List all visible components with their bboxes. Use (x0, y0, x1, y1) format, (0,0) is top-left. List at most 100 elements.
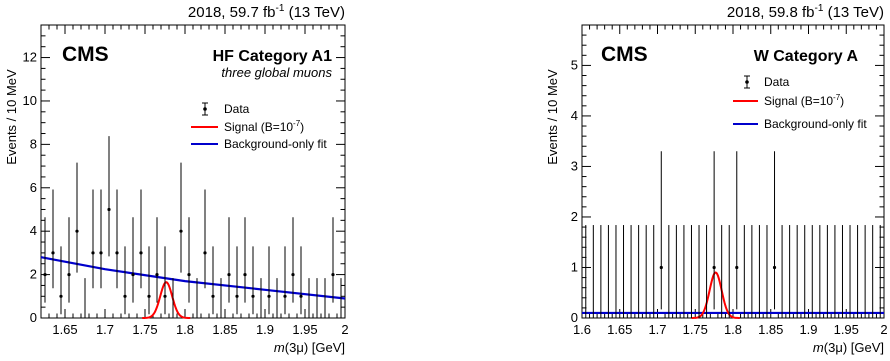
x-tick-label: 1.6 (573, 322, 591, 337)
data-marker (155, 272, 159, 277)
x-axis-label: m(3μ) [GeV] (274, 340, 345, 355)
data-marker (251, 294, 255, 298)
data-marker (147, 294, 151, 298)
x-tick-label: 1.95 (834, 322, 859, 337)
category-subtitle: three global muons (221, 65, 332, 80)
data-marker (59, 294, 63, 298)
data-point (331, 217, 335, 303)
data-marker (139, 251, 143, 255)
data-marker (235, 294, 239, 298)
x-tick-label: 1.9 (799, 322, 817, 337)
signal-curve (142, 281, 191, 319)
data-point (43, 217, 47, 303)
data-point (179, 162, 183, 273)
x-tick-label: 2 (880, 322, 887, 337)
x-axis-label: m(3μ) [GeV] (813, 340, 884, 355)
data-marker (163, 294, 167, 298)
data-point (235, 246, 239, 315)
data-marker (331, 272, 335, 277)
y-tick-label: 4 (30, 223, 37, 238)
axis-ticks (40, 24, 346, 319)
y-axis-label: Events / 10 MeV (4, 69, 19, 165)
data-marker (43, 272, 47, 277)
legend: Data Signal (B=10-7) Background-only fit (733, 75, 867, 131)
data-marker (227, 272, 231, 277)
data-marker (51, 251, 55, 255)
cms-label: CMS (62, 43, 109, 66)
y-tick-label: 2 (30, 267, 37, 282)
data-marker (291, 272, 295, 277)
data-point (735, 151, 739, 310)
data-point (227, 217, 231, 303)
legend-signal-label: Signal (B=10-7) (224, 119, 304, 134)
data-point (147, 246, 151, 315)
data-point (51, 189, 55, 289)
x-tick-label: 1.75 (132, 322, 157, 337)
tick-labels: 1.6 1.65 1.7 1.75 1.8 1.85 1.9 1.95 2 0 1 2 3 4 5 (571, 57, 888, 337)
legend-data-marker (202, 102, 208, 116)
y-tick-label: 4 (571, 108, 578, 123)
data-marker (107, 207, 111, 212)
data-point (283, 246, 287, 315)
y-tick-label: 10 (23, 93, 37, 108)
data-marker (203, 251, 207, 255)
data-point (91, 189, 95, 289)
data-marker (187, 272, 191, 277)
x-tick-label: 1.8 (176, 322, 194, 337)
data-point (163, 246, 167, 315)
data-marker (267, 294, 271, 298)
data-marker (283, 294, 287, 298)
data-point (75, 162, 79, 273)
data-marker (299, 294, 303, 298)
legend-data-marker (744, 75, 750, 89)
data-point (107, 136, 111, 257)
y-tick-label: 2 (571, 209, 578, 224)
curves (582, 271, 884, 319)
y-tick-label: 12 (23, 50, 37, 65)
y-tick-label: 3 (571, 158, 578, 173)
x-tick-label: 1.95 (292, 322, 317, 337)
x-tick-label: 1.7 (96, 322, 114, 337)
tick-labels: 1.65 1.7 1.75 1.8 1.85 1.9 1.95 2 0 2 4 6 8 10 12 (23, 50, 349, 337)
data-marker (659, 265, 663, 270)
axis-ticks (581, 24, 885, 319)
data-point (267, 246, 271, 315)
category-label: W Category A (754, 48, 859, 65)
data-marker (179, 229, 183, 233)
background-fit-curve (40, 256, 346, 300)
data-marker (712, 265, 716, 270)
y-tick-label: 1 (571, 259, 578, 274)
lumi-label: 2018, 59.8 fb-1 (13 TeV) (727, 3, 884, 21)
legend-background-label: Background-only fit (224, 137, 327, 151)
data-point (99, 189, 103, 289)
y-tick-label: 8 (30, 136, 37, 151)
data-point (123, 246, 127, 315)
lumi-label: 2018, 59.7 fb-1 (13 TeV) (188, 3, 345, 21)
data-point (243, 217, 247, 303)
legend-data-label: Data (224, 102, 250, 116)
data-marker (735, 265, 739, 270)
y-tick-label: 6 (30, 180, 37, 195)
data-points (43, 136, 342, 318)
legend-signal-label: Signal (B=10-7) (764, 93, 844, 108)
data-point (139, 189, 143, 289)
data-marker (99, 251, 103, 255)
data-point (299, 246, 303, 315)
data-marker (772, 265, 777, 270)
data-point (59, 246, 63, 315)
panel-hf-category-a1: 2018, 59.7 fb-1 (13 TeV) 1.65 1.7 1.75 1.8 1… (4, 3, 349, 355)
panel-w-category-a: 2018, 59.8 fb-1 (13 TeV) 1.6 1.65 1.7 1.75 1… (545, 3, 888, 355)
data-points (585, 151, 881, 318)
data-point (251, 246, 255, 315)
x-tick-label: 1.7 (648, 322, 666, 337)
x-tick-label: 1.65 (52, 322, 77, 337)
data-point (211, 246, 215, 315)
cms-label: CMS (601, 43, 648, 66)
data-marker (211, 294, 215, 298)
data-point (712, 151, 716, 310)
x-tick-label: 1.75 (683, 322, 708, 337)
x-tick-label: 1.85 (758, 322, 783, 337)
x-tick-label: 1.65 (607, 322, 632, 337)
data-point (67, 217, 71, 303)
